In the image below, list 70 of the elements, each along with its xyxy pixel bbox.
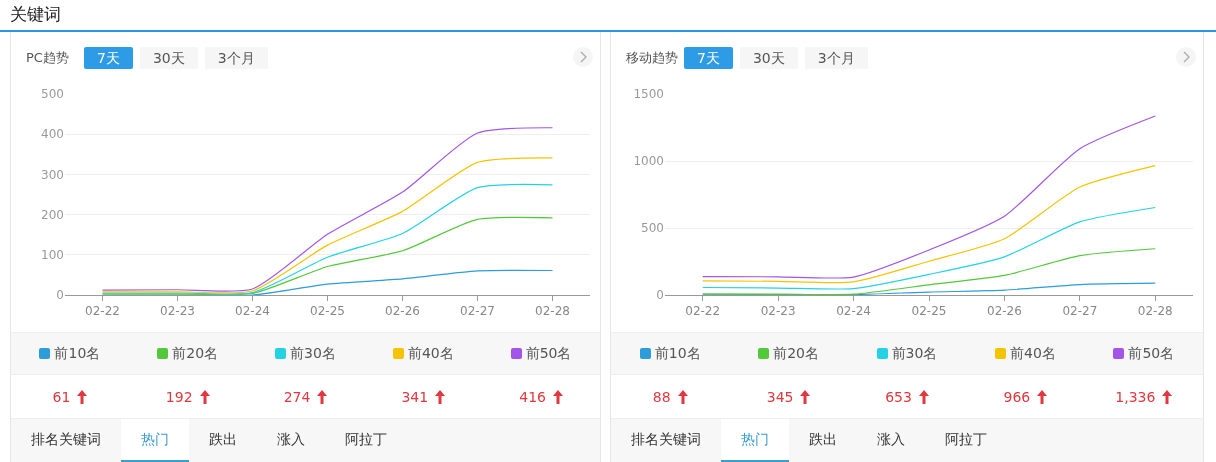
text: 345 (766, 388, 794, 405)
text: 排名关键词 (30, 430, 102, 449)
text: 热门 (721, 419, 789, 462)
y-tick-label: 0 (56, 288, 64, 303)
x-tick-label: 02-22 (685, 304, 721, 319)
legend-label: 前30名 (290, 344, 336, 363)
text: 阿拉丁 (944, 430, 988, 449)
x-tick-label: 02-25 (310, 304, 345, 319)
text: 341 (401, 388, 429, 405)
legend-label: 前10名 (654, 344, 701, 363)
text: 跌出 (208, 430, 238, 449)
text: 7天 (84, 47, 133, 69)
x-tick-label: 02-23 (160, 304, 195, 319)
line-series (702, 206, 1156, 290)
y-tick-label: 1500 (633, 87, 664, 102)
legend-label: 前50名 (525, 344, 572, 363)
x-tick-label: 02-24 (235, 304, 270, 319)
x-tick-label: 02-24 (836, 304, 872, 319)
x-tick-label: 02-28 (1137, 304, 1173, 319)
text: 跌出 (808, 430, 838, 449)
x-tick-label: 02-22 (85, 304, 120, 319)
text: 966 (1003, 388, 1031, 405)
x-tick-label: 02-27 (1062, 304, 1098, 319)
text: 653 (885, 388, 912, 405)
text: 192 (165, 388, 193, 405)
chart-title: PC趋势 (26, 49, 69, 67)
text: 416 (519, 388, 546, 405)
legend-label: 前20名 (172, 344, 219, 363)
text: 3个月 (804, 47, 868, 69)
line-series (702, 248, 1156, 295)
y-tick-label: 400 (41, 127, 64, 142)
text: 7天 (684, 47, 733, 69)
y-tick-label: 300 (41, 167, 64, 182)
text: 涨入 (276, 430, 306, 449)
legend-label: 前40名 (1010, 344, 1056, 363)
line-series (101, 157, 554, 294)
x-tick-label: 02-26 (986, 304, 1022, 319)
text: 阿拉丁 (344, 430, 388, 449)
text: 1,336 (1115, 388, 1156, 405)
text: 30天 (739, 47, 798, 69)
y-tick-label: 200 (41, 207, 64, 222)
text: 274 (283, 388, 311, 405)
legend-label: 前20名 (773, 344, 820, 363)
text: 88 (652, 388, 671, 405)
text: 涨入 (876, 430, 906, 449)
y-tick-label: 0 (656, 288, 664, 303)
chart-title: 移动趋势 (626, 49, 678, 67)
x-tick-label: 02-25 (911, 304, 947, 319)
text: 排名关键词 (630, 430, 702, 449)
text: 61 (52, 388, 71, 405)
line-series (101, 183, 554, 295)
text: 热门 (121, 419, 189, 462)
text: 30天 (139, 47, 198, 69)
legend-label: 前10名 (54, 344, 101, 363)
legend-label: 前40名 (407, 344, 454, 363)
line-series (101, 127, 554, 292)
y-tick-label: 500 (41, 87, 64, 102)
x-tick-label: 02-23 (760, 304, 796, 319)
text: 3个月 (204, 47, 268, 69)
text: 关键词 (10, 3, 61, 26)
legend-label: 前50名 (1128, 344, 1175, 363)
legend-label: 前30名 (891, 344, 938, 363)
y-tick-label: 500 (641, 221, 664, 236)
x-tick-label: 02-28 (535, 304, 570, 319)
x-tick-label: 02-27 (460, 304, 495, 319)
line-series (702, 164, 1156, 284)
line-series (702, 115, 1156, 279)
y-tick-label: 100 (41, 248, 64, 262)
y-tick-label: 1000 (633, 154, 664, 169)
x-tick-label: 02-26 (385, 304, 420, 319)
